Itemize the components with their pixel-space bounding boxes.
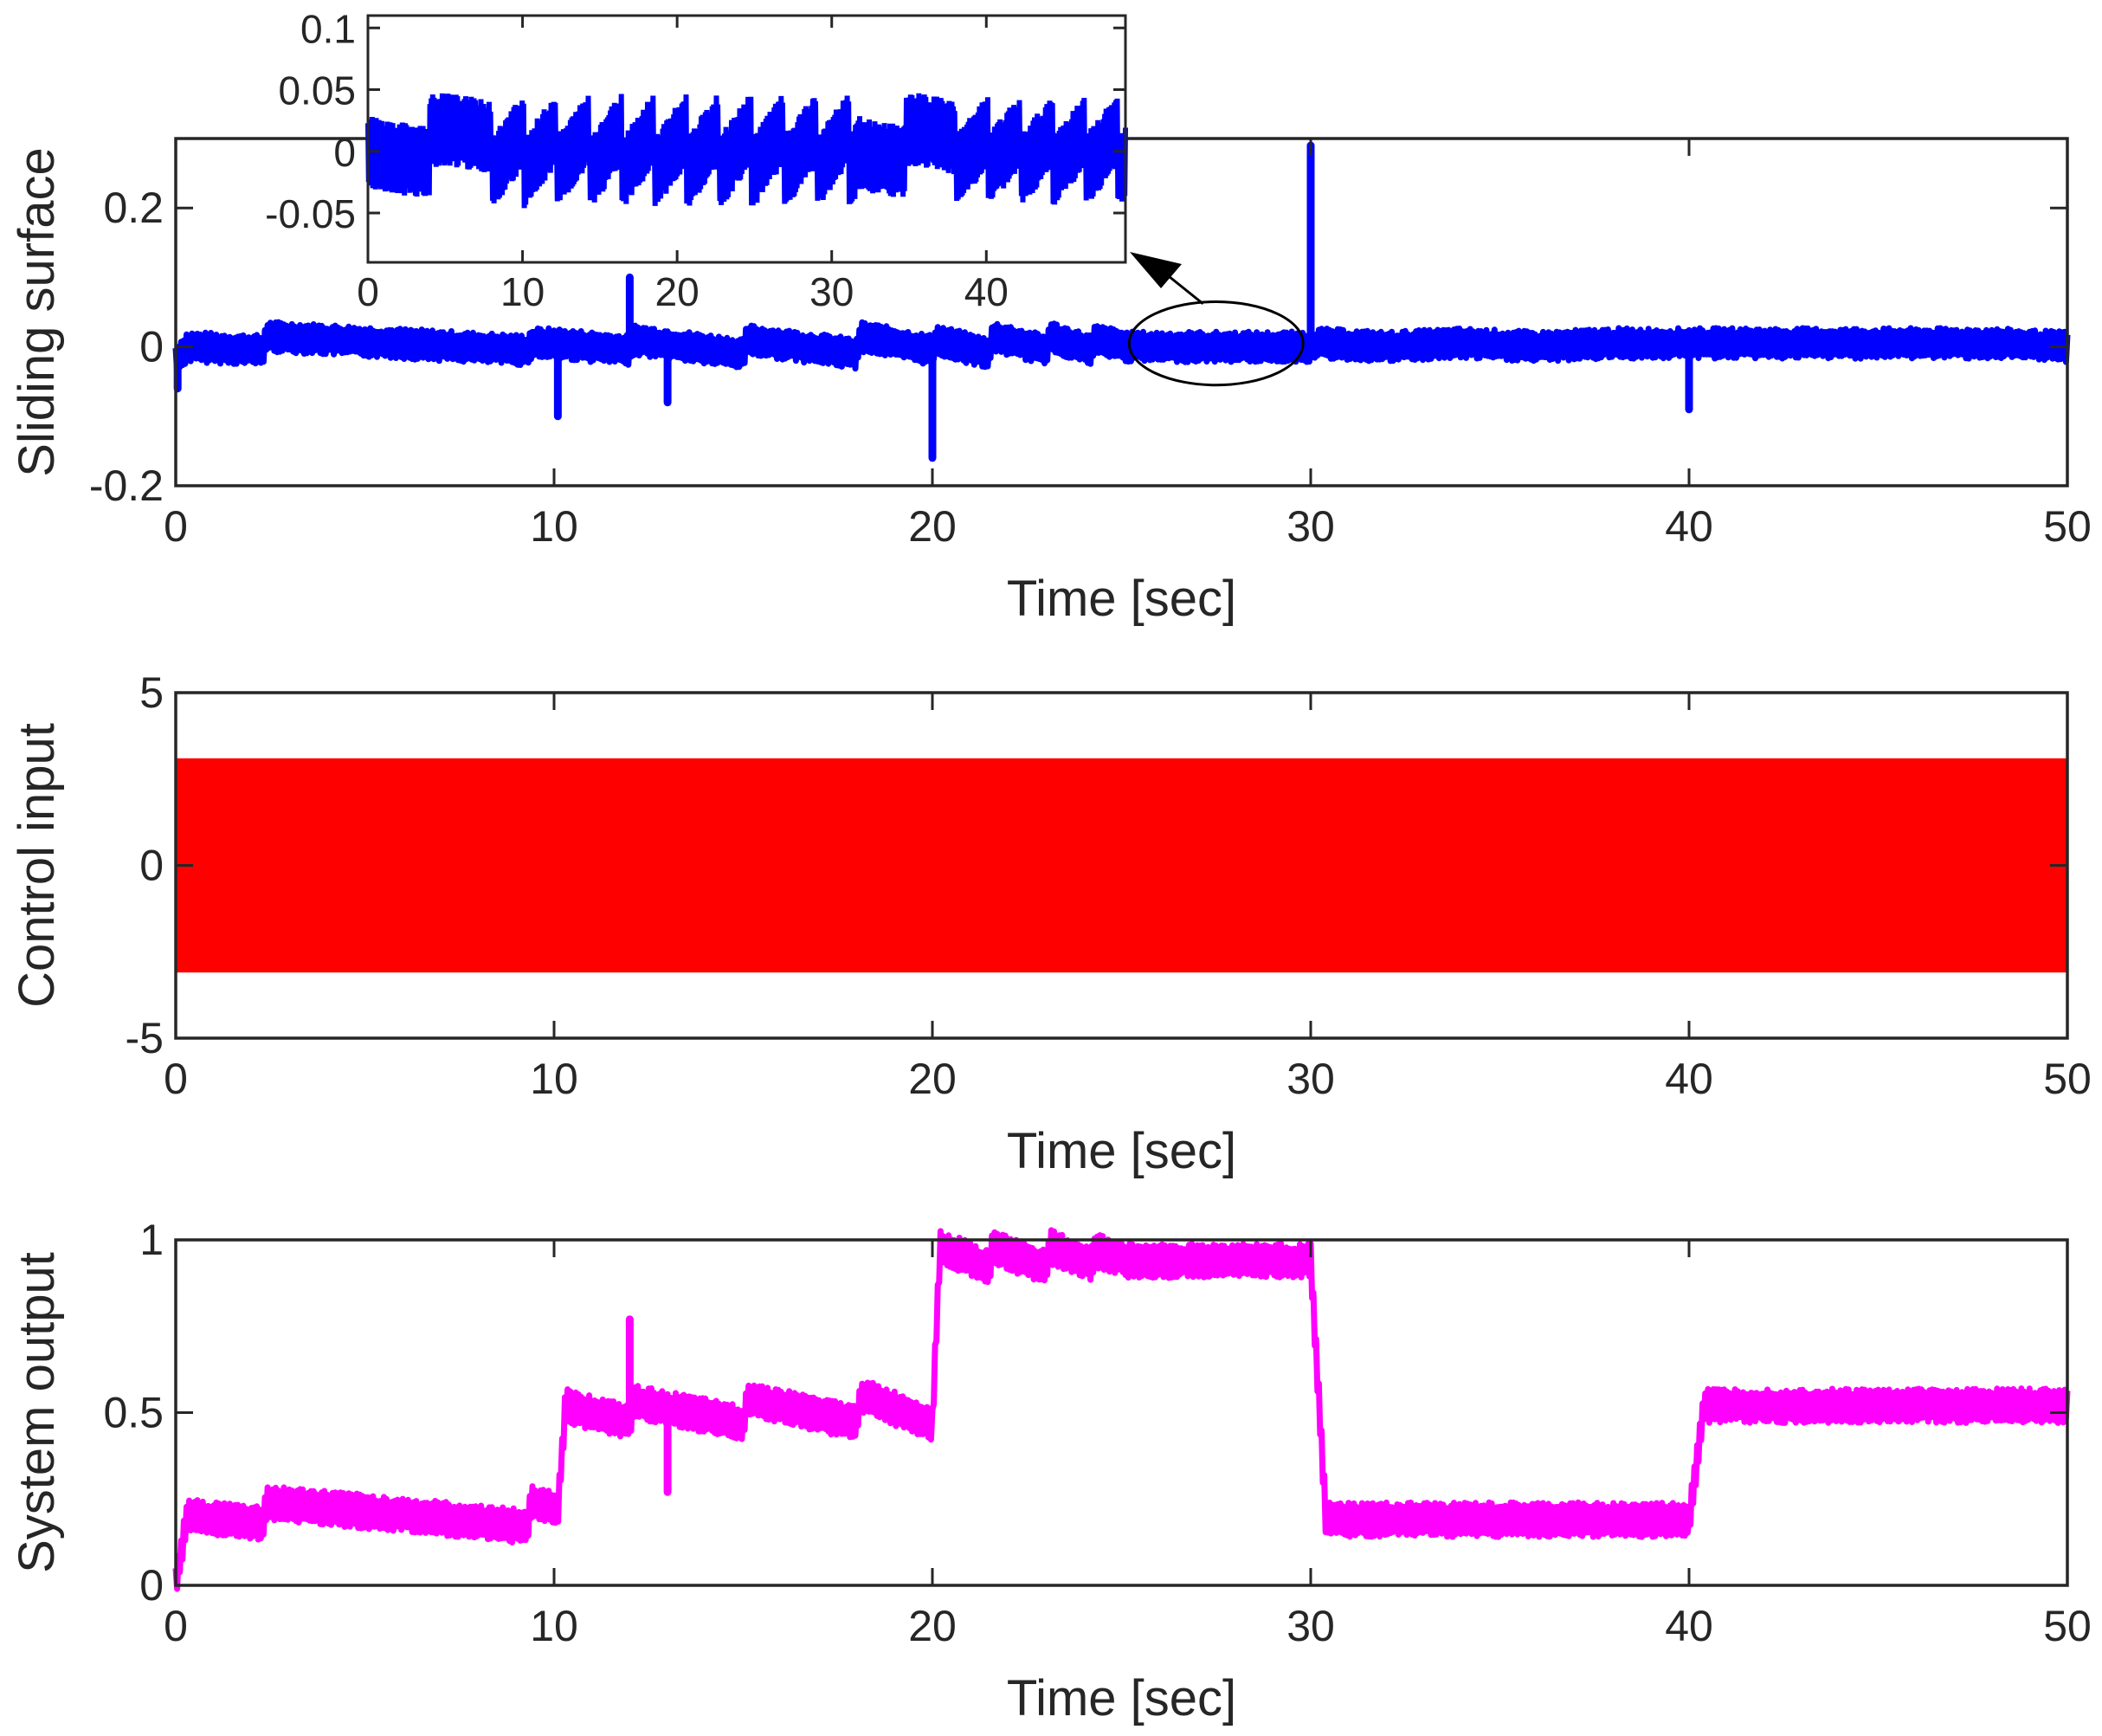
output-ytick-label: 1 [139, 1216, 164, 1264]
output-chart: 0 10 20 30 40 50 0 0.5 1 Time [sec] System output [9, 1216, 2092, 1726]
inset-signal-line [365, 93, 1128, 209]
output-signal-line [172, 1227, 2071, 1592]
control-xtick-label: 10 [530, 1055, 578, 1103]
control-xtick-label: 40 [1665, 1055, 1713, 1103]
output-xtick-label: 10 [530, 1602, 578, 1650]
sliding-ytick-label: 0 [139, 323, 164, 371]
sliding_inset-ytick-label: 0.1 [300, 6, 356, 51]
control-ytick-label: -5 [126, 1014, 164, 1062]
output-ytick-label: 0.5 [103, 1389, 164, 1437]
sliding_inset-chart: 0 10 20 30 400.10.050-0.05 [265, 6, 1128, 314]
output-xtick-label: 40 [1665, 1602, 1713, 1650]
sliding_inset-xtick-label: 40 [964, 269, 1009, 314]
output-ytick-label: 0 [139, 1561, 164, 1610]
sliding-ytick-label: 0.2 [103, 184, 164, 232]
sliding-xtick-label: 50 [2043, 502, 2092, 551]
output-xtick-label: 30 [1286, 1602, 1335, 1650]
output-x-axis-label: Time [sec] [1007, 1670, 1236, 1726]
sliding-signal-line [172, 319, 2071, 376]
sliding-xtick-label: 0 [164, 502, 188, 551]
zoom-region-ellipse [1127, 300, 1305, 387]
sliding-x-axis-label: Time [sec] [1007, 571, 1236, 627]
output-xtick-label: 20 [908, 1602, 957, 1650]
control-xtick-label: 0 [164, 1055, 188, 1103]
sliding-ytick-label: -0.2 [89, 461, 164, 510]
control-xtick-label: 30 [1286, 1055, 1335, 1103]
sliding-y-axis-label: Sliding surface [9, 147, 65, 476]
sliding-xtick-label: 10 [530, 502, 578, 551]
control-xtick-label: 50 [2043, 1055, 2092, 1103]
output-y-axis-label: System output [9, 1252, 65, 1573]
sliding_inset-ytick-label: 0.05 [278, 68, 356, 113]
sliding_inset-ytick-label: -0.05 [265, 191, 356, 236]
control-xtick-label: 20 [908, 1055, 957, 1103]
sliding-xtick-label: 40 [1665, 502, 1713, 551]
sliding_inset-ytick-label: 0 [333, 130, 356, 175]
control-ytick-label: 5 [139, 668, 164, 717]
control-y-axis-label: Control input [9, 723, 65, 1008]
sliding-xtick-label: 30 [1286, 502, 1335, 551]
output-xtick-label: 0 [164, 1602, 188, 1650]
sliding_inset-axes-frame [366, 14, 1127, 264]
control-input-band [176, 758, 2067, 973]
sliding_inset-xtick-label: 20 [655, 269, 700, 314]
zoom-arrow-head [1130, 252, 1182, 288]
sliding_inset-xtick-label: 0 [357, 269, 379, 314]
sliding_inset-xtick-label: 30 [809, 269, 854, 314]
sliding_inset-xtick-label: 10 [500, 269, 545, 314]
output-xtick-label: 50 [2043, 1602, 2092, 1650]
control-x-axis-label: Time [sec] [1007, 1123, 1236, 1179]
control-ytick-label: 0 [139, 842, 164, 890]
sliding-xtick-label: 20 [908, 502, 957, 551]
